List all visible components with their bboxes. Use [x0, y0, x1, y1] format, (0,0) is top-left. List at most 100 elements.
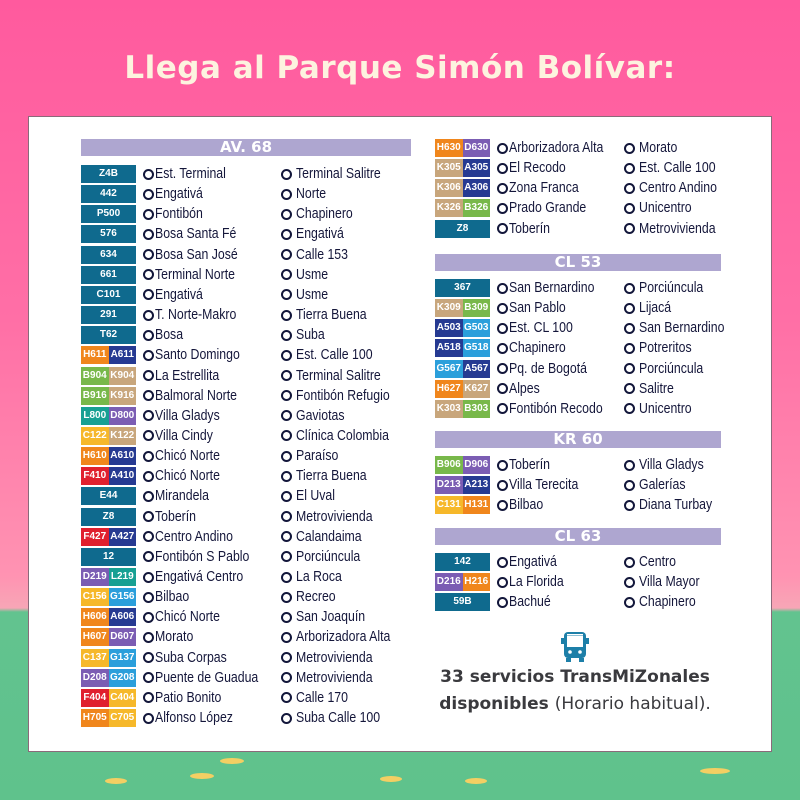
route-code: K916 — [108, 386, 136, 405]
stop-circle-icon — [497, 182, 508, 194]
route-row: K306 A306 Zona Franca Centro Andino — [435, 179, 755, 198]
route-destination: Recreo — [296, 588, 336, 606]
route-destination: Lijacá — [639, 299, 672, 317]
route-code-badge: B906 D906 — [435, 456, 490, 474]
route-code-badge: T62 — [81, 326, 136, 345]
route-row: C122 K122 Villa Cindy Clínica Colombia — [81, 426, 401, 445]
route-destination: El Uval — [296, 487, 335, 505]
route-code: K309 — [435, 299, 463, 318]
route-row: Z8 Toberín Metrovivienda — [435, 219, 755, 238]
stop-circle-icon — [624, 302, 635, 314]
route-code-badge: H705 C705 — [81, 709, 136, 728]
route-code-badge: F410 A410 — [81, 467, 136, 486]
route-origin: Engativá — [155, 185, 203, 203]
route-code: A427 — [108, 527, 136, 546]
route-code: C705 — [108, 709, 136, 728]
route-code-badge: 367 — [435, 279, 490, 297]
route-origin: Fontibón Recodo — [509, 399, 603, 417]
route-origin: Centro Andino — [155, 527, 233, 545]
route-origin: Mirandela — [155, 487, 210, 505]
route-code-badge: C156 G156 — [81, 588, 136, 607]
route-code-badge: Z4B — [81, 165, 136, 183]
route-code: 442 — [81, 185, 136, 204]
route-code: Z8 — [81, 507, 136, 526]
route-origin: Patio Bonito — [155, 688, 222, 706]
stop-circle-icon — [281, 450, 292, 462]
stop-circle-icon — [624, 182, 635, 194]
route-origin: Terminal Norte — [155, 265, 235, 283]
section-header: AV. 68 — [81, 139, 411, 156]
stop-circle-icon — [281, 571, 292, 583]
route-destination: Porciúncula — [639, 279, 704, 296]
route-code: K305 — [435, 159, 463, 178]
stop-circle-icon — [281, 269, 292, 281]
route-row: C101 Engativá Usme — [81, 285, 401, 304]
route-destination: Tierra Buena — [296, 306, 367, 324]
route-row: 291 T. Norte-Makro Tierra Buena — [81, 306, 401, 325]
route-code-badge: B904 K904 — [81, 366, 136, 385]
route-destination: Norte — [296, 185, 327, 203]
route-destination: Centro — [639, 553, 676, 570]
route-code: C137 — [81, 648, 109, 667]
route-code: H705 — [81, 709, 109, 728]
route-code-badge: 661 — [81, 265, 136, 284]
route-origin: Alfonso López — [155, 709, 233, 727]
route-code: D219 — [81, 568, 109, 586]
stop-circle-icon — [143, 511, 154, 523]
route-destination: Gaviotas — [296, 406, 345, 424]
route-origin: Villa Gladys — [155, 406, 220, 424]
route-origin: Toberín — [509, 219, 551, 237]
routes-card: AV. 68 Z4B Est. Terminal Terminal Salitre 44… — [28, 116, 772, 752]
stop-circle-icon — [281, 490, 292, 502]
stop-circle-icon — [497, 162, 508, 174]
route-code-badge: A503 G503 — [435, 319, 490, 338]
route-code: D800 — [108, 406, 136, 425]
route-origin: La Estrellita — [155, 366, 220, 384]
route-code: K904 — [108, 366, 136, 385]
stop-circle-icon — [143, 631, 154, 643]
stop-circle-icon — [281, 531, 292, 543]
route-row: T62 Bosa Suba — [81, 326, 401, 345]
stop-circle-icon — [624, 223, 635, 235]
route-code-badge: L800 D800 — [81, 406, 136, 425]
route-origin: Arborizadora Alta — [509, 139, 604, 156]
stop-circle-icon — [281, 591, 292, 603]
stop-circle-icon — [624, 142, 635, 154]
route-destination: Chapinero — [639, 593, 696, 611]
stop-circle-icon — [624, 162, 635, 174]
stop-circle-icon — [497, 403, 508, 415]
route-destination: Tierra Buena — [296, 467, 367, 485]
route-row: K309 B309 San Pablo Lijacá — [435, 299, 755, 318]
route-row: B906 D906 Toberín Villa Gladys — [435, 456, 755, 474]
stop-circle-icon — [497, 342, 508, 354]
route-destination: Arborizadora Alta — [296, 628, 391, 646]
route-code: A518 — [435, 339, 463, 358]
route-row: F427 A427 Centro Andino Calandaima — [81, 527, 401, 546]
route-code: F427 — [81, 527, 109, 546]
stop-circle-icon — [497, 322, 508, 334]
route-code: 59B — [435, 593, 490, 612]
route-row: Z8 Toberín Metrovivienda — [81, 507, 401, 526]
route-origin: Balmoral Norte — [155, 386, 238, 404]
route-code: H630 — [435, 139, 463, 157]
route-code-badge: G567 A567 — [435, 359, 490, 378]
route-code-badge: K303 B303 — [435, 399, 490, 418]
route-row: H627 K627 Alpes Salitre — [435, 379, 755, 398]
route-code: C101 — [81, 285, 136, 304]
route-code: K122 — [108, 426, 136, 445]
route-origin: Fontibón — [155, 205, 203, 223]
route-code-badge: H627 K627 — [435, 379, 490, 398]
stop-circle-icon — [143, 692, 154, 704]
route-origin: Chapinero — [509, 339, 566, 357]
route-origin: Morato — [155, 628, 194, 646]
page-title: Llega al Parque Simón Bolívar: — [124, 50, 676, 86]
route-row: C156 G156 Bilbao Recreo — [81, 588, 401, 607]
route-row: A503 G503 Est. CL 100 San Bernardino — [435, 319, 755, 338]
route-row: F410 A410 Chicó Norte Tierra Buena — [81, 467, 401, 486]
route-code: H607 — [81, 628, 109, 647]
route-row: B916 K916 Balmoral Norte Fontibón Refugio — [81, 386, 401, 405]
route-origin: Toberín — [155, 507, 197, 525]
route-destination: Usme — [296, 265, 329, 283]
stop-circle-icon — [143, 591, 154, 603]
route-code-badge: 291 — [81, 306, 136, 325]
